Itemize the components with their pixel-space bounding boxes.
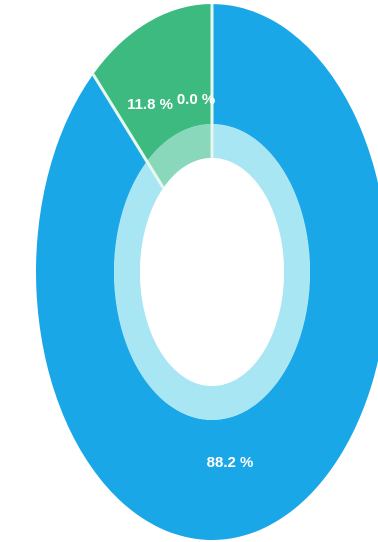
- slice-inner-1: [145, 124, 212, 188]
- slice-separators: [91, 4, 214, 189]
- inner-ring: [113, 124, 310, 420]
- slice-labels: 88.2 % 11.8 % 0.0 %: [127, 91, 253, 471]
- slice-label-1: 11.8 %: [127, 96, 173, 113]
- slice-label-0: 88.2 %: [207, 454, 254, 471]
- slice-label-2: 0.0 %: [177, 91, 215, 108]
- donut-hole: [140, 158, 284, 386]
- slice-separator-1: [91, 73, 165, 189]
- slice-outer-0: [36, 4, 378, 540]
